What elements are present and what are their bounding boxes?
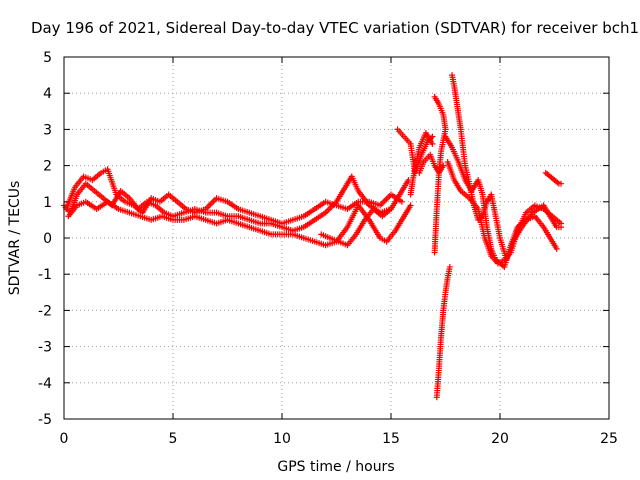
series-trace-h bbox=[431, 93, 449, 256]
data-point bbox=[407, 202, 414, 209]
data-point bbox=[431, 249, 438, 256]
x-tick-label: 10 bbox=[273, 431, 291, 447]
x-axis-label: GPS time / hours bbox=[277, 459, 394, 475]
data-point bbox=[446, 263, 453, 270]
plot-frame bbox=[63, 56, 610, 420]
series-trace-b bbox=[63, 166, 405, 227]
series-trace-d bbox=[318, 177, 412, 249]
y-tick-label: -1 bbox=[38, 267, 52, 283]
data-point bbox=[553, 245, 560, 252]
data-point bbox=[558, 220, 565, 227]
y-tick-label: -2 bbox=[38, 303, 52, 319]
chart-title: Day 196 of 2021, Sidereal Day-to-day VTE… bbox=[31, 19, 639, 37]
series-trace-m bbox=[542, 169, 565, 187]
series-trace-l bbox=[444, 158, 565, 267]
y-tick-label: 5 bbox=[43, 50, 52, 66]
data-point bbox=[429, 140, 436, 147]
data-points bbox=[61, 72, 565, 401]
y-axis-label: SDTVAR / TECUs bbox=[7, 181, 23, 296]
y-tick-label: -5 bbox=[38, 412, 52, 428]
x-tick-label: 0 bbox=[60, 431, 69, 447]
data-point bbox=[440, 162, 447, 169]
y-tick-label: 4 bbox=[43, 86, 52, 102]
series-trace-c bbox=[65, 198, 414, 249]
x-tick-label: 20 bbox=[491, 431, 509, 447]
y-tick-label: 3 bbox=[43, 122, 52, 138]
y-tick-label: 2 bbox=[43, 159, 52, 175]
axis-ticks: 0 5 10 15 20 25 -5 -4 -3 -2 -1 0 1 2 3 4 5 bbox=[38, 50, 618, 447]
x-tick-label: 15 bbox=[382, 431, 400, 447]
y-tick-label: -4 bbox=[38, 376, 52, 392]
series-trace-f bbox=[407, 130, 436, 198]
series-trace-i bbox=[433, 263, 453, 401]
x-tick-label: 5 bbox=[169, 431, 178, 447]
x-tick-label: 25 bbox=[600, 431, 618, 447]
data-point bbox=[398, 198, 405, 205]
data-point bbox=[558, 180, 565, 187]
y-tick-label: 0 bbox=[43, 231, 52, 247]
y-tick-label: -3 bbox=[38, 340, 52, 356]
y-tick-label: 1 bbox=[43, 195, 52, 211]
